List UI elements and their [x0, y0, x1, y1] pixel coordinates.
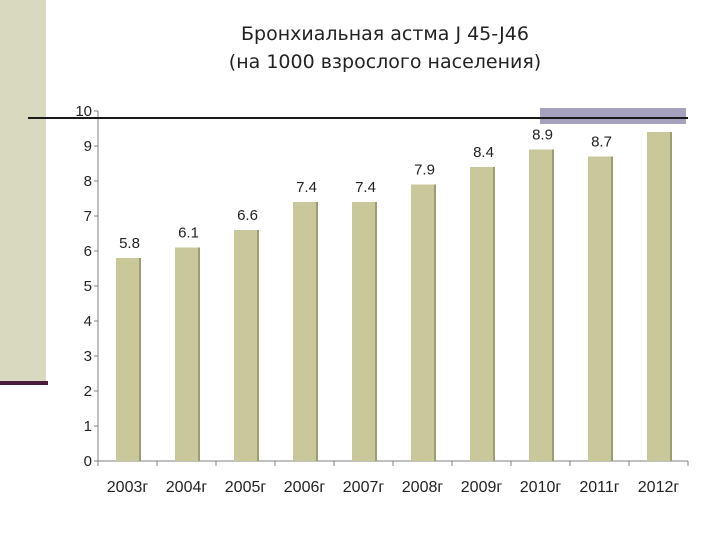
x-category-label: 2006г — [284, 479, 326, 496]
y-tick-label: 7 — [84, 208, 92, 225]
bar — [175, 247, 198, 461]
chart-title-block: Бронхиальная астма J 45-J46 (на 1000 взр… — [150, 20, 620, 76]
y-tick-label: 10 — [75, 103, 92, 120]
bar — [647, 132, 670, 461]
x-category-label: 2005г — [225, 479, 267, 496]
chart-bars — [116, 132, 672, 461]
bar-value-label: 7.9 — [414, 162, 435, 179]
bar — [411, 184, 434, 461]
x-category-label: 2011г — [579, 479, 619, 496]
bar-value-label: 6.6 — [237, 207, 258, 224]
bar-value-label: 5.8 — [119, 235, 140, 252]
slide-top-rule — [28, 117, 688, 119]
x-category-label: 2009г — [461, 479, 503, 496]
y-tick-label: 4 — [84, 313, 92, 330]
bar — [293, 202, 316, 461]
x-category-label: 2008г — [402, 479, 444, 496]
slide-accent-bar — [540, 108, 686, 124]
bar — [588, 156, 611, 461]
y-tick-label: 8 — [84, 173, 92, 190]
x-category-label: 2004г — [166, 479, 208, 496]
bar-value-label: 8.9 — [532, 127, 553, 144]
y-tick-label: 6 — [84, 243, 92, 260]
bar-value-label: 6.1 — [178, 225, 199, 242]
y-tick-label: 2 — [84, 383, 92, 400]
chart-title: Бронхиальная астма J 45-J46 — [241, 23, 529, 45]
y-tick-label: 3 — [84, 348, 92, 365]
slide-side-panel-edge — [0, 381, 48, 385]
bar-value-label: 8.4 — [473, 144, 494, 161]
y-axis-tick-labels: 0 1 2 3 4 5 6 7 8 9 10 — [75, 103, 92, 470]
slide-side-panel — [0, 0, 46, 383]
bar — [352, 202, 375, 461]
bar-value-label: 8.7 — [591, 134, 612, 151]
x-category-label: 2003г — [107, 479, 149, 496]
bar — [234, 230, 257, 461]
y-tick-label: 5 — [84, 278, 92, 295]
x-category-label: 2012г — [638, 479, 680, 496]
y-tick-label: 9 — [84, 138, 92, 155]
x-axis-category-labels: 2003г 2004г 2005г 2006г 2007г 2008г 2009г 2010г… — [107, 479, 680, 496]
chart-subtitle: (на 1000 взрослого населения) — [228, 51, 542, 73]
bar — [470, 167, 493, 461]
x-category-label: 2010г — [520, 479, 562, 496]
x-category-label: 2007г — [343, 479, 385, 496]
bar — [529, 149, 552, 461]
bar — [116, 258, 139, 461]
bar-value-label: 7.4 — [355, 179, 376, 196]
y-tick-label: 0 — [84, 453, 92, 470]
y-tick-label: 1 — [84, 418, 92, 435]
bar-value-label: 7.4 — [296, 179, 317, 196]
